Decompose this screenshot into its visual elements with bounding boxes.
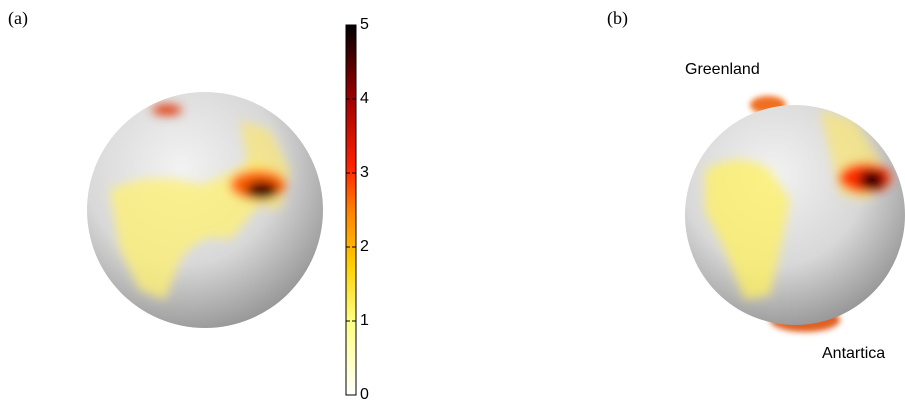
sphere-b (685, 96, 905, 332)
annotation: Greenland (685, 61, 760, 78)
sphere-a (87, 92, 323, 328)
tick-label: 5 (360, 16, 369, 33)
colorbar (345, 24, 357, 396)
annotation: Antartica (822, 345, 885, 362)
tick-label: 1 (360, 312, 369, 329)
panel-label: (b) (607, 8, 628, 29)
panel-label: (a) (8, 8, 28, 29)
tick-label: 0 (360, 386, 369, 403)
colorbar-ticks: 0 1 2 3 4 5 (346, 16, 369, 403)
tick-label: 3 (360, 164, 369, 181)
tick-label: 4 (360, 90, 369, 107)
tick-label: 2 (360, 238, 369, 255)
